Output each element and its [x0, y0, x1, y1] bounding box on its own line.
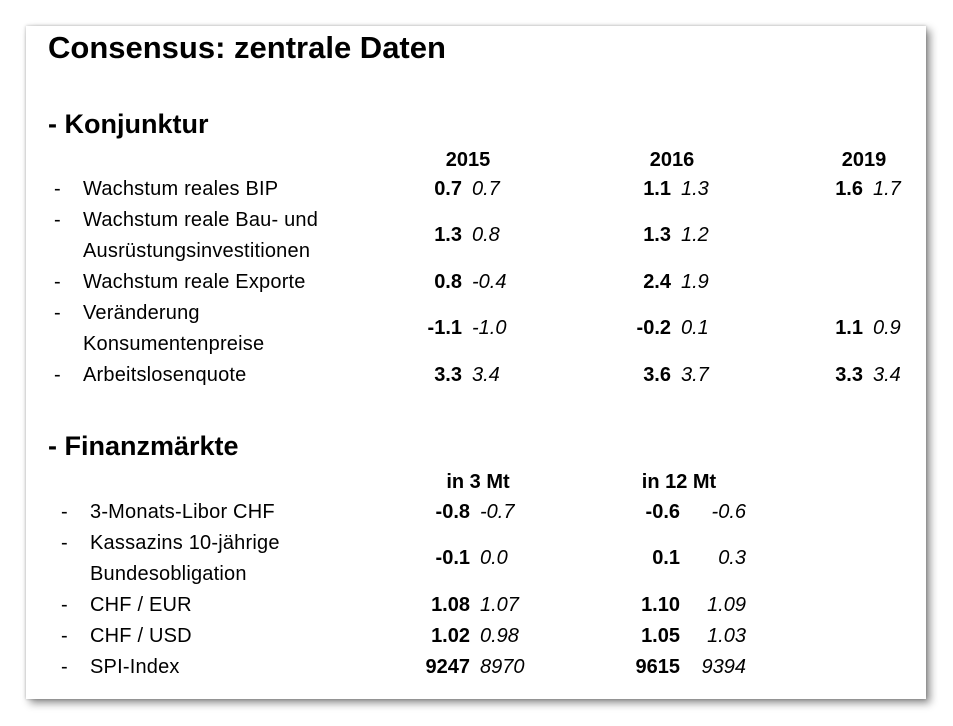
table-row: - Wachstum reale Exporte 0.8 -0.4 2.4 1.9: [26, 267, 926, 298]
row-label: Wachstum reale Bau- und Ausrüstungsinvest…: [83, 209, 319, 262]
value-2016: 3.6 3.7: [643, 364, 709, 386]
section-heading-finanzmaerkte: - Finanzmärkte: [48, 431, 239, 461]
value-3mt: -0.1 0.0: [435, 547, 508, 569]
value-2015: -1.1 -1.0: [427, 317, 507, 339]
value-12mt: 0.1 0.3: [652, 547, 746, 569]
value-2015: 0.8 -0.4: [434, 271, 507, 293]
value-12mt: -0.6 -0.6: [645, 501, 746, 523]
slide: Consensus: zentrale Daten - Konjunktur 2…: [26, 26, 926, 699]
table-row: - CHF / EUR 1.08 1.07 1.10 1.09: [26, 590, 926, 621]
row-label: Wachstum reale Exporte: [83, 271, 306, 293]
value-2016: 2.4 1.9: [643, 271, 709, 293]
value-2019: 1.6 1.7: [835, 178, 901, 200]
page-title: Consensus: zentrale Daten: [48, 30, 446, 65]
row-label: Wachstum reales BIP: [83, 178, 279, 200]
value-2015: 3.3 3.4: [434, 364, 500, 386]
col-header-2019: 2019: [841, 149, 887, 171]
row-label: Kassazins 10-jährige Bundesobligation: [90, 532, 280, 585]
value-2015: 1.3 0.8: [434, 224, 500, 246]
row-label: SPI-Index: [90, 656, 180, 678]
value-3mt: 9247 8970: [425, 656, 525, 678]
row-label: 3-Monats-Libor CHF: [90, 501, 275, 523]
value-3mt: -0.8 -0.7: [435, 501, 515, 523]
value-12mt: 1.10 1.09: [641, 594, 746, 616]
table-row: - 3-Monats-Libor CHF -0.8 -0.7 -0.6 -0.6: [26, 497, 926, 528]
value-12mt: 1.05 1.03: [641, 625, 746, 647]
col-header-2015: 2015: [445, 149, 491, 171]
table-row: - CHF / USD 1.02 0.98 1.05 1.03: [26, 621, 926, 652]
col-header-3mt: in 3 Mt: [446, 471, 510, 493]
value-3mt: 1.08 1.07: [431, 594, 519, 616]
table-row: - Veränderung Konsumentenpreise -1.1 -1.0 …: [26, 298, 926, 360]
col-header-12mt: in 12 Mt: [641, 471, 717, 493]
value-3mt: 1.02 0.98: [431, 625, 519, 647]
row-label: CHF / EUR: [90, 594, 192, 616]
value-2016: 1.1 1.3: [643, 178, 709, 200]
value-2019: 1.1 0.9: [835, 317, 901, 339]
table-row: - Wachstum reale Bau- und Ausrüstungsinve…: [26, 205, 926, 267]
value-2015: 0.7 0.7: [434, 178, 500, 200]
table-row: - Kassazins 10-jährige Bundesobligation -…: [26, 528, 926, 590]
table-row: - SPI-Index 9247 8970 9615 9394: [26, 652, 926, 683]
value-2016: 1.3 1.2: [643, 224, 709, 246]
value-2019: 3.3 3.4: [835, 364, 901, 386]
value-2016: -0.2 0.1: [636, 317, 709, 339]
table-row: - Wachstum reales BIP 0.7 0.7 1.1 1.3 1.6 1…: [26, 174, 926, 205]
section-heading-konjunktur: - Konjunktur: [48, 109, 209, 139]
table-row: - Arbeitslosenquote 3.3 3.4 3.6 3.7 3.3 3.4: [26, 360, 926, 391]
row-label: Veränderung Konsumentenpreise: [83, 302, 265, 355]
value-12mt: 9615 9394: [635, 656, 747, 678]
row-label: CHF / USD: [90, 625, 192, 647]
row-label: Arbeitslosenquote: [83, 364, 247, 386]
col-header-2016: 2016: [649, 149, 695, 171]
